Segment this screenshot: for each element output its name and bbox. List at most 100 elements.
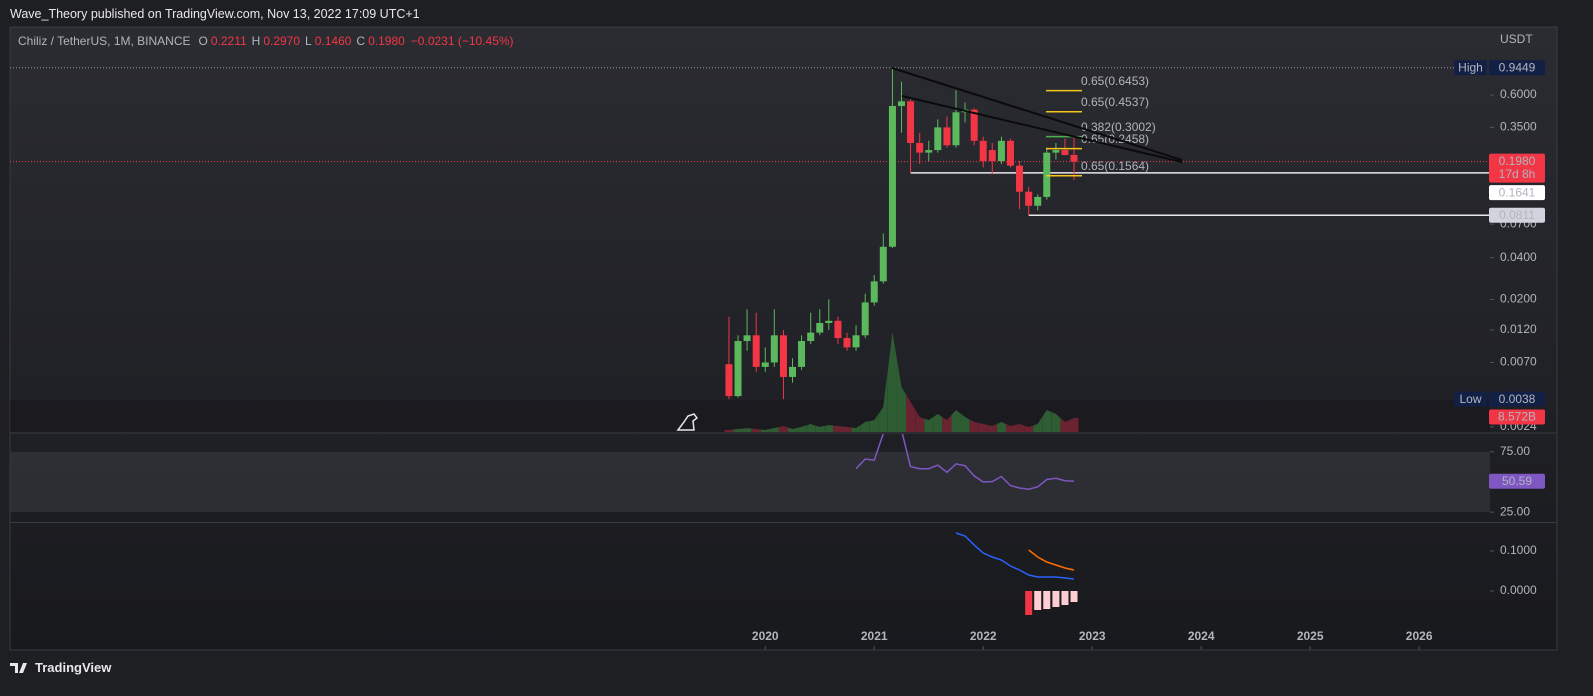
fib-label: 0.65(0.4537) bbox=[1081, 95, 1149, 109]
candle-body bbox=[734, 341, 742, 397]
ohlc-value: 0.1460 bbox=[314, 34, 352, 48]
price-pane: 0.65(0.6453) 0.65(0.4537) 0.382(0.3002) 0.6… bbox=[10, 67, 1490, 432]
histogram-bar bbox=[1061, 591, 1069, 605]
countdown: 17d 8h bbox=[1499, 167, 1536, 181]
last-price-box bbox=[1489, 153, 1545, 183]
histogram-bar bbox=[1070, 591, 1078, 602]
y-tick-label: 0.0070 bbox=[1500, 355, 1537, 369]
candle-body bbox=[897, 101, 905, 106]
candle-body bbox=[834, 320, 842, 339]
candle-body bbox=[807, 332, 815, 342]
candle-body bbox=[979, 140, 987, 162]
volume-area bbox=[1069, 417, 1079, 432]
volume-area bbox=[1060, 418, 1070, 432]
axes: USDT 0.60000.35000.07000.04000.02000.012… bbox=[752, 32, 1545, 650]
ohlc-key: L bbox=[305, 34, 312, 48]
y-tick-label: 25.00 bbox=[1500, 504, 1530, 518]
volume-area bbox=[815, 425, 825, 432]
volume-area bbox=[978, 423, 988, 432]
candle-body bbox=[870, 281, 878, 303]
y-tick-label: 0.1000 bbox=[1500, 543, 1537, 557]
volume-area bbox=[869, 413, 879, 432]
brand: TradingView bbox=[35, 660, 112, 675]
ohlc-value: 0.2970 bbox=[263, 34, 301, 48]
candle-body bbox=[852, 335, 860, 348]
ohlc-key: H bbox=[251, 34, 261, 48]
volume-label: 8.572B bbox=[1498, 410, 1536, 424]
candle-body bbox=[879, 246, 887, 282]
x-tick-label: 2021 bbox=[861, 629, 888, 643]
y-tick-label: 0.0200 bbox=[1500, 292, 1537, 306]
symbol-line: Chiliz / TetherUS, 1M, BINANCE O 0.2211 H 0… bbox=[18, 34, 514, 48]
ohlc-key: O bbox=[198, 34, 208, 48]
volume-area bbox=[1033, 416, 1043, 432]
volume-area bbox=[1024, 425, 1034, 432]
volume-area bbox=[833, 425, 843, 432]
indicator-line bbox=[855, 434, 1075, 490]
x-tick-label: 2025 bbox=[1297, 629, 1324, 643]
volume-area bbox=[797, 425, 807, 432]
trend-line bbox=[901, 95, 1183, 163]
volume-area bbox=[860, 421, 870, 432]
ohlc-key: C bbox=[356, 34, 366, 48]
volume-area bbox=[842, 426, 852, 432]
candle-body bbox=[816, 322, 824, 333]
marker-name-box bbox=[1454, 391, 1487, 407]
x-tick-label: 2022 bbox=[970, 629, 997, 643]
volume-area bbox=[942, 415, 952, 432]
level-label: 0.0811 bbox=[1499, 208, 1535, 222]
ohlc-value: 0.2211 bbox=[210, 34, 247, 48]
level-label-box bbox=[1489, 185, 1545, 201]
ohlc-value: 0.1980 bbox=[368, 34, 405, 48]
volume-area bbox=[933, 414, 943, 432]
marker-value-box bbox=[1489, 60, 1545, 76]
volume-area bbox=[896, 359, 906, 432]
candle-body bbox=[952, 112, 960, 146]
histogram-bar bbox=[1034, 591, 1042, 610]
x-tick-label: 2024 bbox=[1188, 629, 1215, 643]
brand-logo bbox=[10, 662, 27, 673]
volume-area bbox=[1051, 411, 1061, 432]
y-tick-label: 0.0120 bbox=[1500, 322, 1537, 336]
histogram-bar bbox=[1043, 591, 1051, 609]
marker-name: High bbox=[1458, 60, 1483, 74]
candle-body bbox=[997, 140, 1005, 162]
rsi-band bbox=[10, 451, 1490, 513]
volume-area bbox=[960, 413, 970, 432]
level-label: 0.1641 bbox=[1499, 185, 1536, 199]
volume-area bbox=[1015, 423, 1025, 432]
fib-label: 0.382(0.3002) bbox=[1081, 120, 1156, 134]
marker-value: 0.0038 bbox=[1499, 392, 1536, 406]
fib-label: 0.65(0.1564) bbox=[1081, 159, 1149, 173]
last-price-label: 0.1980 bbox=[1499, 154, 1536, 168]
candle-body bbox=[888, 105, 896, 247]
replay-icon[interactable] bbox=[676, 413, 699, 431]
trend-lines bbox=[891, 67, 1183, 163]
histogram-bar bbox=[1025, 591, 1033, 615]
candle-body bbox=[789, 366, 797, 377]
candle-body bbox=[925, 150, 933, 153]
volume-area bbox=[824, 424, 834, 432]
candle-body bbox=[943, 127, 951, 146]
ohlc: O 0.2211 H 0.2970 L 0.1460 C 0.1980 bbox=[197, 34, 405, 48]
volume-backdrop bbox=[10, 400, 1490, 432]
x-tick-label: 2026 bbox=[1406, 629, 1433, 643]
candle-body bbox=[1034, 196, 1042, 206]
trend-line bbox=[891, 67, 1183, 161]
volume-area bbox=[806, 423, 816, 432]
candle-body bbox=[1052, 150, 1060, 153]
y-tick-label: 0.0000 bbox=[1500, 583, 1537, 597]
volume-area bbox=[969, 419, 979, 432]
volume-area bbox=[751, 428, 761, 432]
marker-name: Low bbox=[1459, 392, 1481, 406]
candle-body bbox=[907, 101, 915, 143]
candle-body bbox=[1016, 165, 1024, 192]
rsi-value-label-box bbox=[1489, 473, 1545, 489]
candle-body bbox=[970, 109, 978, 141]
volume-area bbox=[1005, 423, 1015, 432]
candle-body bbox=[1043, 152, 1051, 197]
indicator-line bbox=[955, 532, 1075, 580]
volume-area bbox=[924, 417, 934, 432]
candle-body bbox=[825, 320, 833, 323]
